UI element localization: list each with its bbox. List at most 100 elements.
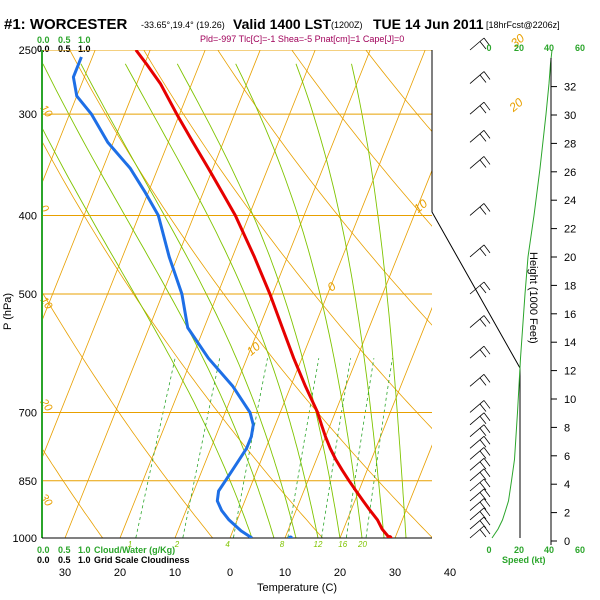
dewpoint-surface-dot [288,535,293,538]
temperature-axis: 30 20 10 0 10 20 30 40 [59,567,456,579]
bottom-scale-r2-0: 0.0 [37,555,50,565]
height-tick-label: 10 [564,394,576,406]
top-scale-r1-1: 0.5 [58,35,71,45]
moist-adiabat-line [42,63,275,538]
pressure-tick-label: 250 [19,45,37,57]
dry-adiabat-line [217,50,432,326]
height-tick-label: 24 [564,195,576,207]
dry-adiabat-line [69,50,432,538]
bottom-left-scale: 0.0 0.5 1.0 Cloud/Water (g/Kg) 0.0 0.5 1… [37,545,190,565]
bottom-scale-r1-0: 0.0 [37,545,50,555]
mixing-ratio-label: 12 [314,540,323,549]
speed-top-tick: 20 [514,43,524,53]
wind-barb [469,345,491,359]
height-tick-label: 2 [564,508,570,520]
moist-adiabat-line [176,63,341,538]
top-scale-r2-2: 1.0 [78,44,91,54]
wind-barb [469,101,491,115]
speed-bottom-tick: 40 [544,545,554,555]
moist-adiabat-line [235,63,363,538]
indices-label: Pld=-997 Tlc[C]=-1 Shea=-5 Pnat[cm]=1 Ca… [200,34,404,44]
moist-adiabat-line [295,63,385,538]
mixing-ratio-label: 8 [280,540,285,549]
dewpoint-profile [71,56,255,538]
temperature-tick-label: 20 [114,567,126,579]
top-scale-r1-0: 0.0 [37,35,50,45]
top-left-scale: 0.0 0.5 1.0 0.0 0.5 1.0 [37,35,91,54]
station-title: #1: WORCESTER [4,16,128,33]
height-tick-label: 18 [564,280,576,292]
pressure-tick-label: 500 [19,289,37,301]
wind-barb [469,457,491,471]
isotherm-line [394,444,432,538]
wind-barb [469,244,491,258]
dry-adiabat-line [42,447,104,538]
pressure-tick-label: 400 [19,210,37,222]
isotherm-line [42,50,206,460]
isotherm-label: 20 [506,95,526,115]
wind-barb [469,156,491,169]
wind-barb [469,37,491,51]
speed-top-tick: 0 [486,43,491,53]
pressure-axis: 250 300 400 500 700 850 1000 [13,45,37,545]
isotherm-line [339,306,432,538]
height-tick-label: 14 [564,337,576,349]
dry-adiabat-label: 20 [37,396,55,414]
temperature-tick-label: 30 [389,567,401,579]
height-tick-label: 26 [564,167,576,179]
wind-barb [469,71,491,84]
mixing-ratio-label: 4 [225,540,230,549]
speed-axis: 0 20 40 600 20 40 60 [486,43,585,555]
mixing-ratio-line [182,358,221,538]
wind-barb [469,130,491,143]
isotherm-line [64,50,261,538]
wind-barb [469,281,491,295]
mixing-ratio-label: 2 [174,540,180,549]
wind-barb [469,374,491,387]
wind-panel [469,37,491,539]
bottom-scale-r2-2: 1.0 [78,555,91,565]
isotherm-label: 0 [325,279,339,294]
top-scale-r1-2: 1.0 [78,35,91,45]
dry-adiabat-line [291,50,432,227]
speed-bottom-tick: 60 [575,545,585,555]
height-tick-label: 20 [564,252,576,264]
wind-barb [469,516,491,530]
mixing-ratio-line [321,358,351,538]
isotherm-line [42,50,151,322]
mixing-ratio-label: 20 [357,540,367,549]
moist-adiabat-line [124,63,319,538]
wind-barb [469,203,491,216]
moist-adiabat-line [351,63,407,538]
height-tick-label: 28 [564,138,576,150]
bottom-scale-r1-2: 1.0 [78,545,91,555]
wind-barb [469,435,491,449]
height-tick-label: 32 [564,82,576,94]
moist-adiabat-line [80,63,297,538]
grid-cloudiness-label: Grid Scale Cloudiness [94,555,190,565]
height-tick-label: 16 [564,309,576,321]
dry-adiabat-line [42,291,214,538]
mixing-ratio-label: 1 [128,540,132,549]
temperature-tick-label: 0 [227,567,233,579]
cloud-water-label: Cloud/Water (g/Kg) [94,545,175,555]
wind-barb [469,498,491,511]
dry-adiabat-label: 30 [38,492,55,510]
wind-barb [469,447,491,460]
height-tick-label: 0 [564,536,570,548]
speed-bottom-tick: 20 [514,545,524,555]
wind-barb [469,424,491,438]
pressure-tick-label: 700 [19,407,37,419]
speed-axis-label: Speed (kt) [502,555,546,565]
wind-speed-line [491,49,553,539]
height-tick-label: 6 [564,451,570,463]
temperature-tick-label: 10 [279,567,291,579]
wind-barb [469,400,491,413]
dry-adiabat-label: 10 [38,103,55,121]
wind-barb [469,478,491,492]
pressure-tick-label: 300 [19,109,37,121]
temperature-tick-label: 30 [59,567,71,579]
top-scale-r2-1: 0.5 [58,44,71,54]
wind-barb [469,315,491,328]
